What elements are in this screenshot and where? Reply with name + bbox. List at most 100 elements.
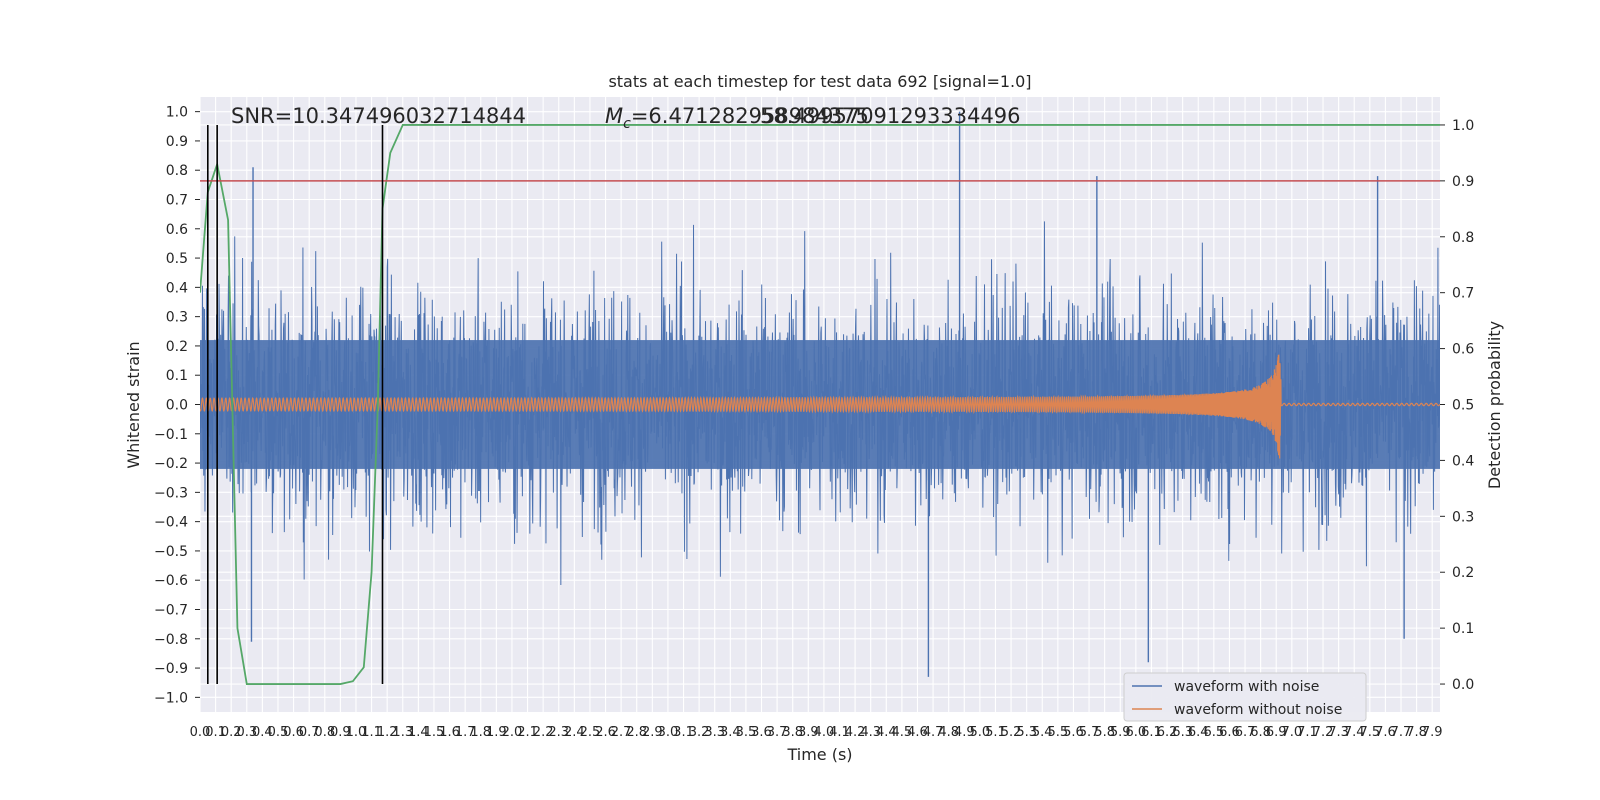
x-tick-label: 3.3 [704,725,725,740]
x-tick-label: 4.8 [938,725,959,740]
x-tick-label: 5.9 [1110,725,1131,740]
y-tick-label: 0.3 [166,310,188,326]
x-tick-label: 1.0 [346,725,367,740]
x-tick-label: 5.3 [1016,725,1037,740]
x-tick-label: 7.0 [1281,725,1302,740]
x-tick-label: 3.1 [673,725,694,740]
x-tick-label: 4.1 [829,725,850,740]
x-tick-label: 5.0 [970,725,991,740]
x-tick-label: 4.9 [954,725,975,740]
x-tick-label: 5.8 [1094,725,1115,740]
overlap-annotation: 58.49957091293334496 [760,104,1021,128]
y-tick-label: 0.1 [166,368,188,384]
y-right-tick-label: 0.7 [1452,286,1474,302]
x-tick-label: 3.9 [798,725,819,740]
x-tick-label: 4.3 [860,725,881,740]
x-tick-label: 4.0 [814,725,835,740]
x-tick-label: 3.7 [767,725,788,740]
x-tick-label: 4.5 [892,725,913,740]
x-tick-label: 2.8 [626,725,647,740]
x-tick-label: 1.1 [361,725,382,740]
x-tick-label: 6.1 [1141,725,1162,740]
x-tick-label: 1.4 [408,725,429,740]
x-tick-label: 1.3 [392,725,413,740]
markers [200,124,1440,685]
x-tick-label: 7.9 [1422,725,1443,740]
y-tick-label: −1.0 [154,690,188,706]
chirp-mass-annotation: Mc=6.471282958984375 [605,104,869,132]
y-axis-right-ticks: 1.0 0.9 0.8 0.7 0.6 0.5 0.4 0.3 0.2 0.1 0.0 [1440,118,1474,693]
x-tick-label: 5.1 [985,725,1006,740]
y-tick-label: −0.6 [154,573,188,589]
x-axis-ticks: 0.00.10.20.30.40.50.60.70.80.91.01.11.21… [190,725,1443,740]
chirp-mass-value: =6.471282958984375 [631,104,869,128]
y-tick-label: −0.2 [154,456,188,472]
x-tick-label: 2.6 [595,725,616,740]
x-tick-label: 0.0 [190,725,211,740]
x-tick-label: 5.6 [1063,725,1084,740]
x-tick-label: 7.2 [1313,725,1334,740]
y-tick-label: −0.5 [154,544,188,560]
x-tick-label: 3.4 [720,725,741,740]
x-tick-label: 7.3 [1328,725,1349,740]
x-tick-label: 0.5 [268,725,289,740]
x-tick-label: 3.2 [689,725,710,740]
x-tick-label: 0.9 [330,725,351,740]
x-tick-label: 7.4 [1344,725,1365,740]
x-tick-label: 1.7 [455,725,476,740]
y-axis-left-ticks: 1.0 0.9 0.8 0.7 0.6 0.5 0.4 0.3 0.2 0.1 0.0 −0.1 −0.… [154,105,200,706]
y-right-tick-label: 0.1 [1452,621,1474,637]
y-right-tick-label: 0.8 [1452,230,1474,246]
x-tick-label: 1.9 [486,725,507,740]
chart-title: stats at each timestep for test data 692… [608,72,1031,91]
y-right-tick-label: 1.0 [1452,118,1474,134]
x-tick-label: 7.7 [1391,725,1412,740]
x-tick-label: 1.2 [377,725,398,740]
y-axis-right-label: Detection probability [1485,321,1504,489]
chirp-mass-symbol: M [605,104,623,128]
snr-annotation: SNR=10.347496032714844 [231,104,526,128]
y-axis-label: Whitened strain [124,341,143,468]
x-tick-label: 6.8 [1250,725,1271,740]
x-tick-label: 6.7 [1235,725,1256,740]
y-tick-label: 0.0 [166,398,188,414]
x-tick-label: 2.4 [564,725,585,740]
y-right-tick-label: 0.9 [1452,174,1474,190]
y-tick-label: 0.6 [166,222,188,238]
x-tick-label: 4.7 [923,725,944,740]
y-right-tick-label: 0.6 [1452,342,1474,358]
x-tick-label: 5.7 [1079,725,1100,740]
y-tick-label: −0.4 [154,515,188,531]
x-tick-label: 0.4 [252,725,273,740]
legend: waveform with noise waveform without noi… [1123,672,1367,722]
y-right-tick-label: 0.4 [1452,453,1474,469]
y-tick-label: 0.2 [166,339,188,355]
clean-waveform-line [200,354,1440,459]
x-tick-label: 5.2 [1001,725,1022,740]
legend-label-clean: waveform without noise [1174,702,1342,718]
legend-label-noise: waveform with noise [1174,679,1319,695]
y-tick-label: 0.4 [166,280,188,296]
y-right-tick-label: 0.3 [1452,509,1474,525]
x-tick-label: 0.6 [283,725,304,740]
x-tick-label: 7.1 [1297,725,1318,740]
y-tick-label: 0.9 [166,134,188,150]
x-tick-label: 2.0 [502,725,523,740]
x-tick-label: 6.0 [1126,725,1147,740]
x-tick-label: 5.5 [1048,725,1069,740]
x-tick-label: 3.6 [751,725,772,740]
x-tick-label: 6.5 [1203,725,1224,740]
x-tick-label: 0.8 [314,725,335,740]
x-tick-label: 6.6 [1219,725,1240,740]
x-tick-label: 7.5 [1359,725,1380,740]
x-tick-label: 3.8 [782,725,803,740]
x-tick-label: 4.2 [845,725,866,740]
x-tick-label: 4.6 [907,725,928,740]
y-tick-label: −0.1 [154,427,188,443]
x-tick-label: 1.8 [470,725,491,740]
y-right-tick-label: 0.2 [1452,565,1474,581]
x-tick-label: 6.3 [1172,725,1193,740]
x-tick-label: 7.6 [1375,725,1396,740]
x-tick-label: 0.2 [221,725,242,740]
y-tick-label: −0.3 [154,485,188,501]
